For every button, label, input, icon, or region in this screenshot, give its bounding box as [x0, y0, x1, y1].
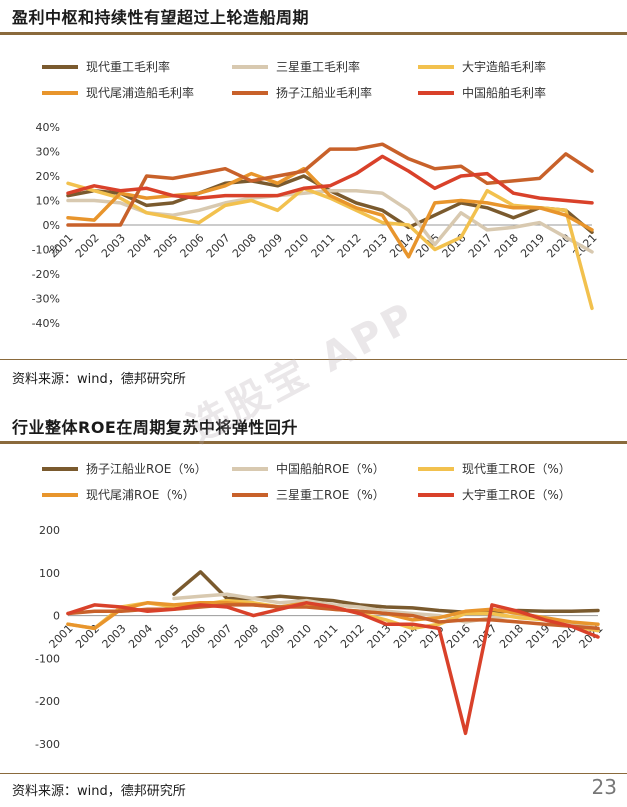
y-tick-label: 20%	[36, 170, 60, 183]
legend-label: 现代重工ROE（%）	[462, 462, 571, 476]
x-tick-label: 2003	[99, 231, 128, 260]
x-tick-label: 2007	[204, 231, 233, 260]
chart1-bottom-rule	[0, 359, 627, 360]
chart1-title: 盈利中枢和持续性有望超过上轮造船周期	[12, 8, 310, 27]
y-tick-label: 30%	[36, 146, 60, 159]
legend-item-3: 大宇造船毛利率	[418, 59, 546, 74]
x-tick-label: 2006	[179, 622, 208, 651]
legend-label: 扬子江船业ROE（%）	[86, 461, 207, 476]
legend-label: 中国船舶ROE（%）	[276, 461, 385, 476]
legend-item-1: 现代重工毛利率	[42, 59, 170, 74]
x-tick-label: 2018	[497, 622, 526, 651]
chart2-line-chart: 扬子江船业ROE（%） 中国船舶ROE（%） 现代重工ROE（%） 现代尾浦ROE（%…	[35, 461, 606, 751]
legend-item-3: 现代重工ROE（%）	[418, 462, 571, 476]
y-tick-label: 40%	[36, 121, 60, 134]
legend-item-6: 大宇重工ROE（%）	[418, 488, 571, 502]
x-tick-label: 2002	[73, 231, 102, 260]
legend-item-1: 扬子江船业ROE（%）	[42, 461, 207, 476]
chart1-source: 资料来源：wind，德邦研究所	[12, 372, 186, 387]
x-tick-label: 2003	[100, 622, 129, 651]
series-line-4	[66, 166, 594, 259]
legend-item-2: 中国船舶ROE（%）	[232, 461, 385, 476]
x-tick-label: 2013	[361, 231, 390, 260]
legend-label: 现代尾浦ROE（%）	[86, 488, 195, 502]
legend-item-4: 现代尾浦造船毛利率	[42, 85, 194, 100]
x-tick-label: 2005	[153, 622, 182, 651]
x-tick-label: 2012	[335, 231, 364, 260]
series-line-6	[66, 154, 594, 205]
legend-label: 中国船舶毛利率	[462, 85, 546, 100]
legend-label: 现代尾浦造船毛利率	[86, 85, 194, 100]
legend-label: 三星重工毛利率	[276, 59, 360, 74]
x-tick-label: 2010	[282, 231, 311, 260]
y-tick-label: 200	[39, 524, 60, 537]
legend-label: 大宇造船毛利率	[462, 59, 546, 74]
x-tick-label: 2009	[259, 622, 288, 651]
x-tick-label: 2012	[338, 622, 367, 651]
x-tick-label: 2004	[126, 622, 155, 651]
legend-item-4: 现代尾浦ROE（%）	[42, 488, 195, 502]
x-tick-label: 2008	[230, 231, 259, 260]
x-tick-label: 2017	[466, 231, 495, 260]
legend-item-2: 三星重工毛利率	[232, 59, 360, 74]
legend-label: 扬子江船业毛利率	[276, 85, 372, 100]
x-tick-label: 2009	[256, 231, 285, 260]
y-tick-label: -200	[35, 695, 60, 708]
legend-item-5: 扬子江船业毛利率	[232, 85, 372, 100]
x-tick-label: 2011	[309, 231, 338, 260]
y-tick-label: 0%	[43, 219, 60, 232]
chart2-source: 资料来源：wind，德邦研究所	[12, 784, 186, 799]
x-tick-label: 2008	[232, 622, 261, 651]
y-tick-label: 10%	[36, 195, 60, 208]
y-tick-label: -40%	[32, 317, 60, 330]
chart1-title-rule	[0, 32, 627, 35]
x-tick-label: 2020	[544, 231, 573, 260]
x-tick-label: 2019	[518, 231, 547, 260]
x-tick-label: 2019	[524, 622, 553, 651]
y-tick-label: -10%	[32, 244, 60, 257]
x-tick-label: 2001	[47, 231, 76, 260]
y-tick-label: -300	[35, 738, 60, 751]
x-tick-label: 2013	[365, 622, 394, 651]
legend-item-6: 中国船舶毛利率	[418, 85, 546, 100]
page-number: 23	[591, 775, 617, 799]
chart2-bottom-rule	[0, 773, 627, 774]
x-tick-label: 2006	[178, 231, 207, 260]
legend-item-5: 三星重工ROE（%）	[232, 488, 385, 502]
x-tick-label: 2005	[151, 231, 180, 260]
y-tick-label: 0	[53, 610, 60, 623]
chart2-title: 行业整体ROE在周期复苏中将弹性回升	[12, 418, 298, 437]
series-line-3	[66, 181, 594, 311]
y-tick-label: 100	[39, 567, 60, 580]
legend-label: 三星重工ROE（%）	[276, 488, 385, 502]
y-tick-label: -100	[35, 652, 60, 665]
legend-label: 现代重工毛利率	[86, 59, 170, 74]
x-tick-label: 2018	[492, 231, 521, 260]
y-tick-label: -30%	[32, 293, 60, 306]
x-tick-label: 2004	[125, 231, 154, 260]
x-tick-label: 2007	[206, 622, 235, 651]
x-tick-label: 2010	[285, 622, 314, 651]
x-tick-label: 2016	[444, 622, 473, 651]
x-tick-label: 2011	[312, 622, 341, 651]
series-line-6	[66, 601, 600, 736]
chart2-title-rule	[0, 441, 627, 444]
series-line-5	[66, 142, 594, 227]
y-tick-label: -20%	[32, 268, 60, 281]
legend-label: 大宇重工ROE（%）	[462, 488, 571, 502]
